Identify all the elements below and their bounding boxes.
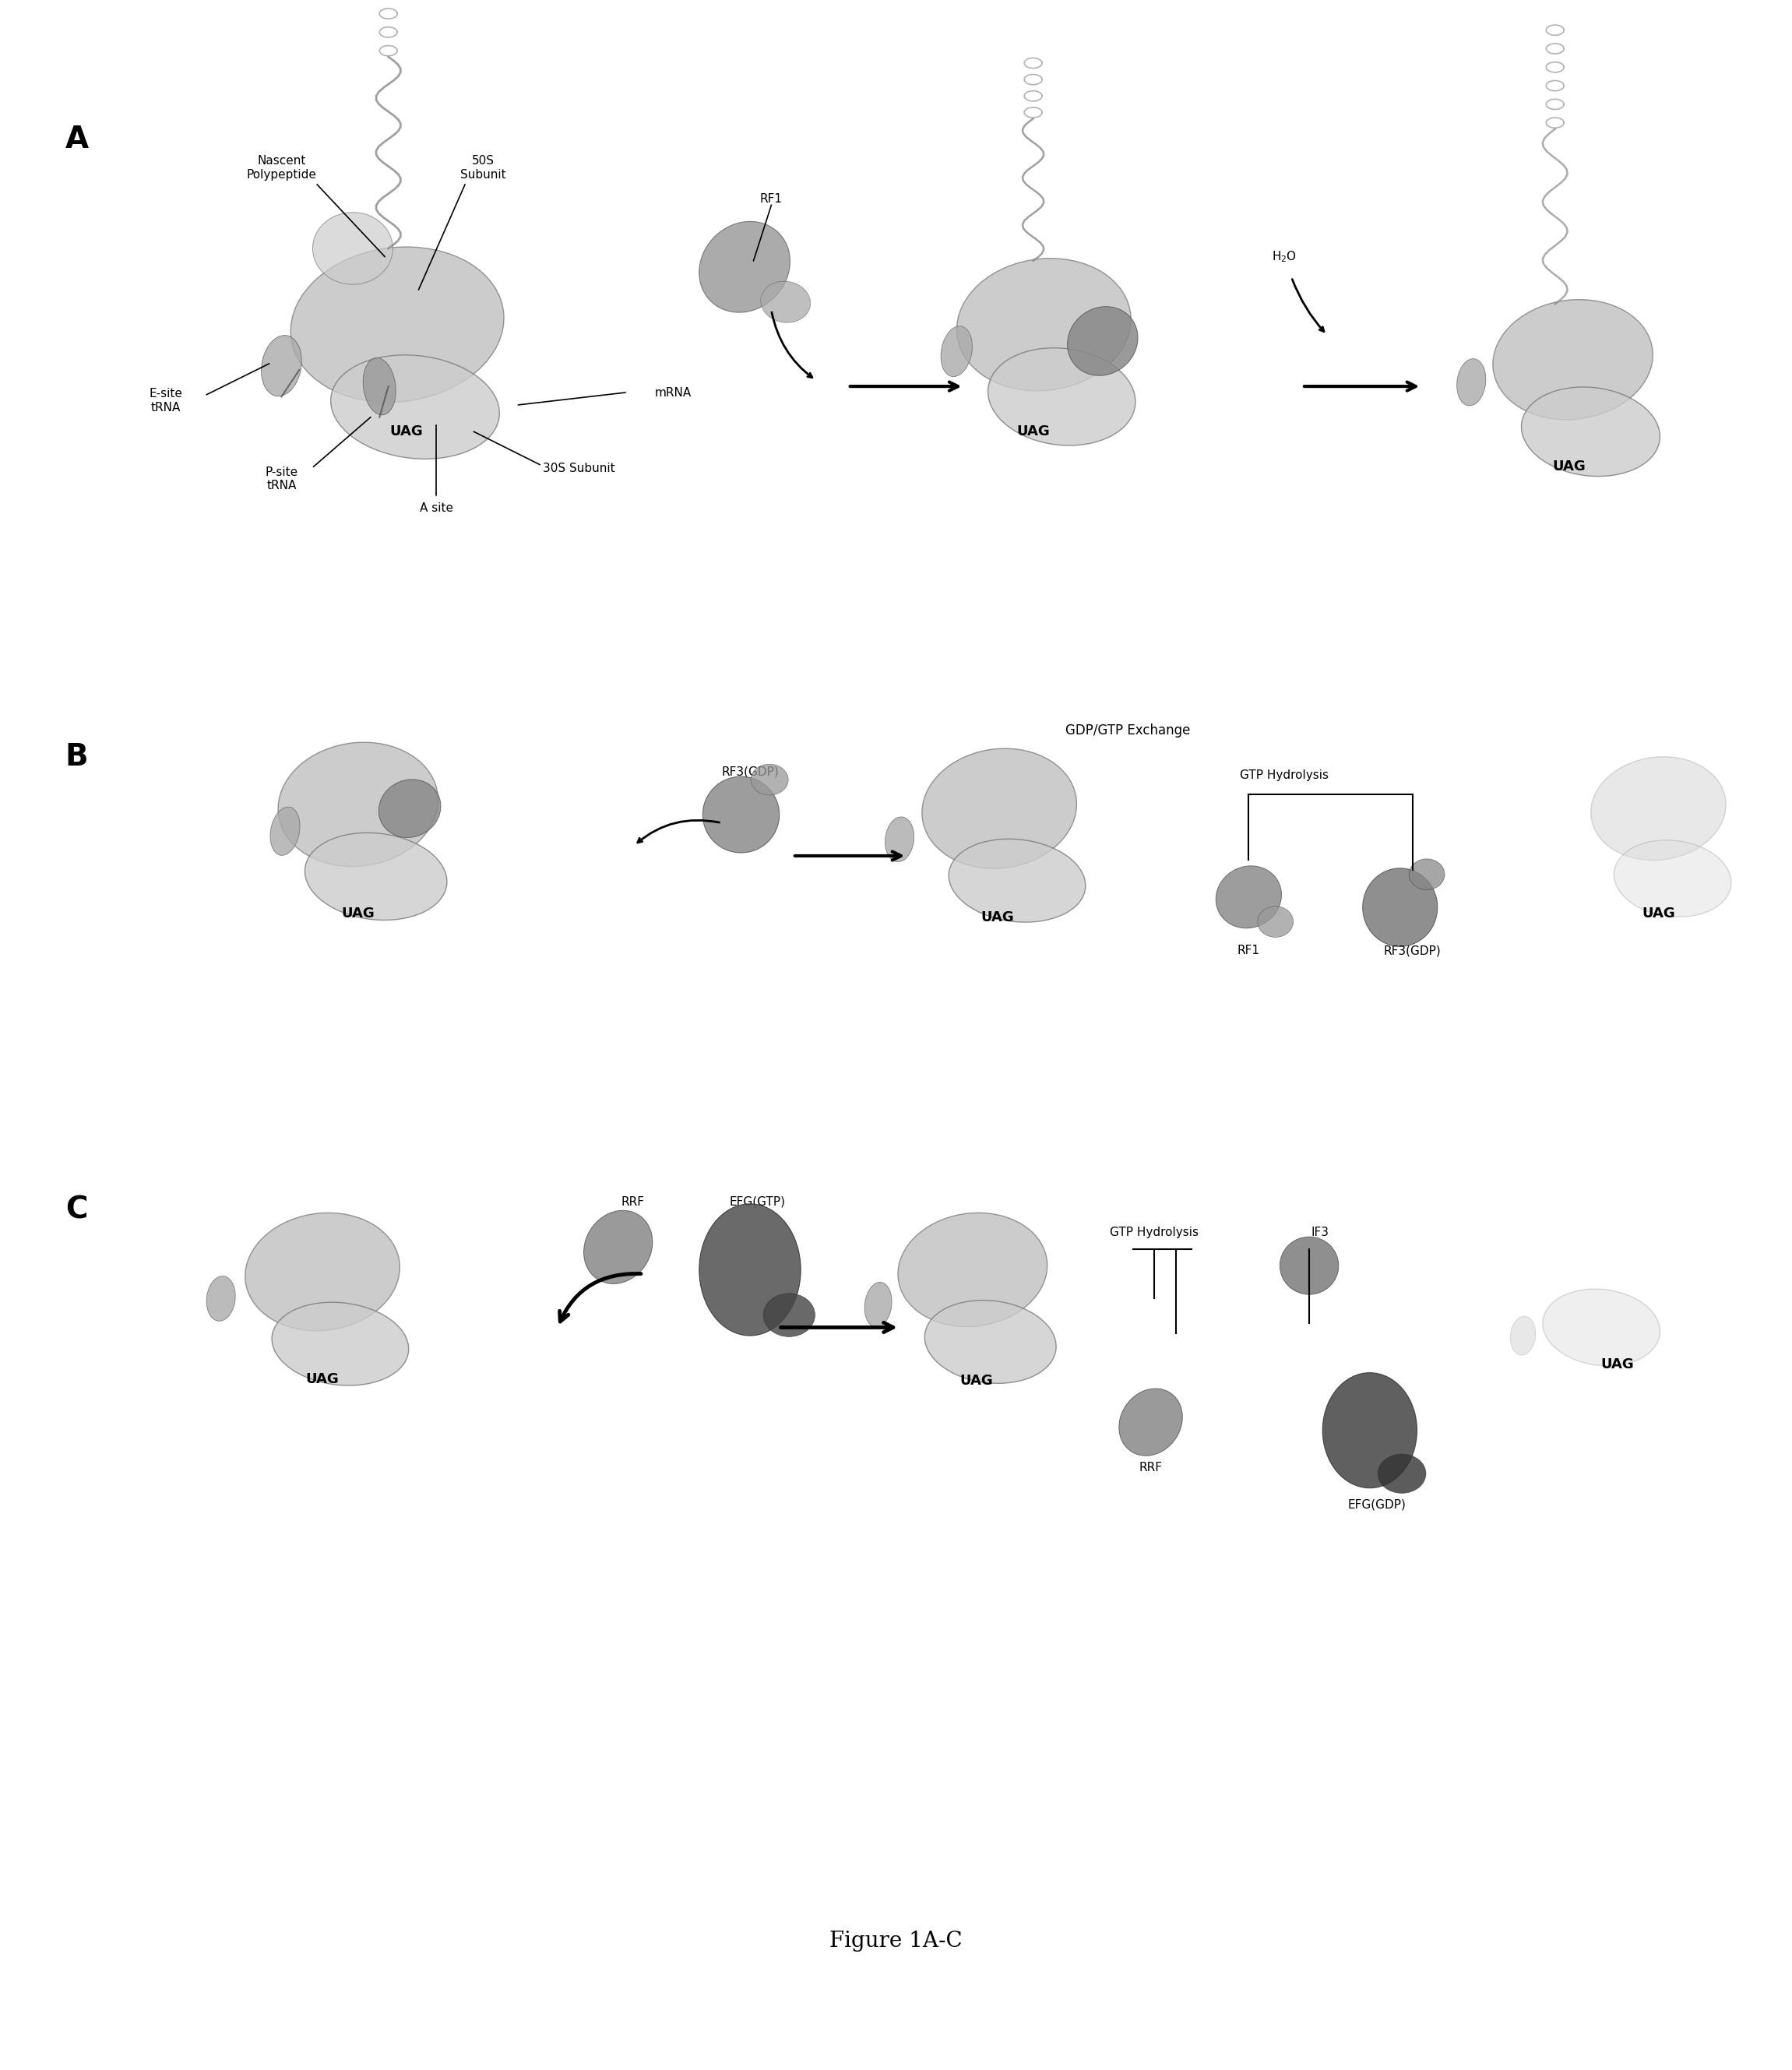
Text: RF1: RF1 — [1238, 944, 1260, 956]
Ellipse shape — [1543, 1290, 1659, 1366]
Text: EFG(GTP): EFG(GTP) — [729, 1196, 785, 1207]
Ellipse shape — [760, 282, 810, 323]
Ellipse shape — [941, 327, 973, 377]
Text: UAG: UAG — [959, 1374, 993, 1389]
Text: UAG: UAG — [980, 911, 1014, 925]
Ellipse shape — [1322, 1372, 1417, 1488]
Text: H$_2$O: H$_2$O — [1272, 248, 1297, 263]
Ellipse shape — [272, 1302, 409, 1385]
Text: RRF: RRF — [1140, 1461, 1163, 1474]
Ellipse shape — [763, 1294, 815, 1337]
Text: GDP/GTP Exchange: GDP/GTP Exchange — [1064, 722, 1190, 737]
Text: Nascent
Polypeptide: Nascent Polypeptide — [247, 155, 317, 180]
Ellipse shape — [1118, 1389, 1183, 1455]
Ellipse shape — [1615, 840, 1731, 917]
Text: IF3: IF3 — [1312, 1228, 1330, 1238]
Ellipse shape — [1279, 1236, 1339, 1294]
Text: UAG: UAG — [1016, 424, 1050, 439]
Ellipse shape — [206, 1275, 235, 1321]
Ellipse shape — [1258, 907, 1294, 938]
Text: GTP Hydrolysis: GTP Hydrolysis — [1240, 770, 1328, 780]
Ellipse shape — [751, 764, 788, 795]
Ellipse shape — [584, 1211, 652, 1283]
Text: UAG: UAG — [1552, 460, 1586, 474]
Ellipse shape — [290, 246, 504, 402]
Ellipse shape — [898, 1213, 1047, 1327]
Ellipse shape — [699, 1205, 801, 1335]
Ellipse shape — [312, 213, 392, 284]
Ellipse shape — [864, 1281, 892, 1327]
Text: C: C — [66, 1194, 88, 1225]
Ellipse shape — [948, 838, 1086, 921]
Ellipse shape — [364, 358, 396, 414]
Ellipse shape — [1457, 358, 1486, 406]
Text: UAG: UAG — [342, 907, 375, 921]
Ellipse shape — [1068, 306, 1138, 375]
Text: 30S Subunit: 30S Subunit — [543, 464, 615, 474]
Ellipse shape — [332, 354, 500, 460]
Text: A site: A site — [419, 503, 453, 513]
Ellipse shape — [305, 832, 446, 921]
Ellipse shape — [1493, 300, 1652, 420]
Ellipse shape — [957, 259, 1131, 391]
Ellipse shape — [271, 807, 299, 855]
Ellipse shape — [378, 780, 441, 838]
Ellipse shape — [885, 818, 914, 861]
Text: 50S
Subunit: 50S Subunit — [461, 155, 505, 180]
Ellipse shape — [1511, 1317, 1536, 1356]
Text: RRF: RRF — [620, 1196, 643, 1207]
Text: GTP Hydrolysis: GTP Hydrolysis — [1109, 1228, 1199, 1238]
Ellipse shape — [925, 1300, 1055, 1383]
Text: UAG: UAG — [1641, 907, 1676, 921]
Ellipse shape — [1521, 387, 1659, 476]
Text: B: B — [65, 743, 88, 772]
Ellipse shape — [1378, 1453, 1426, 1492]
Text: RF3(GDP): RF3(GDP) — [1383, 944, 1441, 956]
Text: Figure 1A-C: Figure 1A-C — [830, 1931, 962, 1952]
Text: mRNA: mRNA — [654, 387, 692, 397]
Ellipse shape — [1409, 859, 1444, 890]
Ellipse shape — [987, 348, 1136, 445]
Ellipse shape — [1217, 865, 1281, 927]
Text: P-site
tRNA: P-site tRNA — [265, 466, 297, 493]
Ellipse shape — [702, 776, 780, 853]
Ellipse shape — [262, 335, 301, 395]
Text: RF3(GDP): RF3(GDP) — [720, 766, 780, 776]
Text: E-site
tRNA: E-site tRNA — [149, 389, 183, 414]
Text: UAG: UAG — [1600, 1358, 1634, 1372]
Text: UAG: UAG — [389, 424, 423, 439]
Ellipse shape — [699, 221, 790, 313]
Ellipse shape — [923, 749, 1077, 869]
Text: A: A — [65, 124, 88, 153]
Text: UAG: UAG — [306, 1372, 339, 1387]
Ellipse shape — [278, 743, 437, 867]
Ellipse shape — [1591, 758, 1726, 861]
Text: EFG(GDP): EFG(GDP) — [1348, 1499, 1407, 1511]
Text: RF1: RF1 — [760, 193, 783, 205]
Ellipse shape — [246, 1213, 400, 1331]
Ellipse shape — [1362, 867, 1437, 946]
